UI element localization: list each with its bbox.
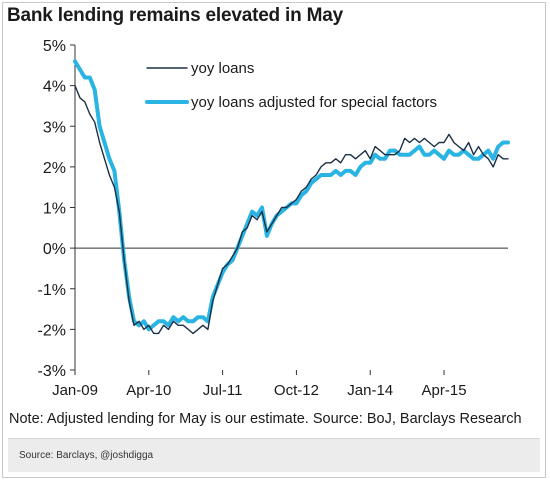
legend-label-yoy-loans: yoy loans bbox=[191, 60, 254, 77]
y-tick-label: 5% bbox=[43, 38, 66, 55]
x-tick-label: Apr-15 bbox=[422, 382, 467, 399]
series-line-yoy-loans bbox=[74, 84, 509, 335]
chart-title: Bank lending remains elevated in May bbox=[7, 5, 343, 26]
y-tick-label: 2% bbox=[43, 160, 66, 177]
x-tick-label: Apr-10 bbox=[126, 382, 171, 399]
chart-note: Note: Adjusted lending for May is our es… bbox=[9, 411, 522, 427]
y-tick-label: -1% bbox=[38, 282, 66, 299]
source-bar: Source: Barclays, @joshdigga bbox=[8, 438, 540, 472]
source-credit: Source: Barclays, @joshdigga bbox=[19, 450, 154, 461]
x-tick-label: Jan-14 bbox=[347, 382, 393, 399]
y-tick-label: 1% bbox=[43, 201, 66, 218]
x-tick-label: Jan-09 bbox=[52, 382, 98, 399]
y-tick-label: -2% bbox=[38, 322, 66, 339]
y-tick-label: 4% bbox=[43, 79, 66, 96]
y-tick-label: 0% bbox=[43, 241, 66, 258]
y-tick-label: 3% bbox=[43, 119, 66, 136]
x-tick-label: Oct-12 bbox=[274, 382, 319, 399]
legend-label-yoy-loans-adjusted: yoy loans adjusted for special factors bbox=[191, 94, 437, 111]
x-tick-label: Jul-11 bbox=[203, 382, 243, 399]
y-tick-label: -3% bbox=[38, 363, 66, 380]
